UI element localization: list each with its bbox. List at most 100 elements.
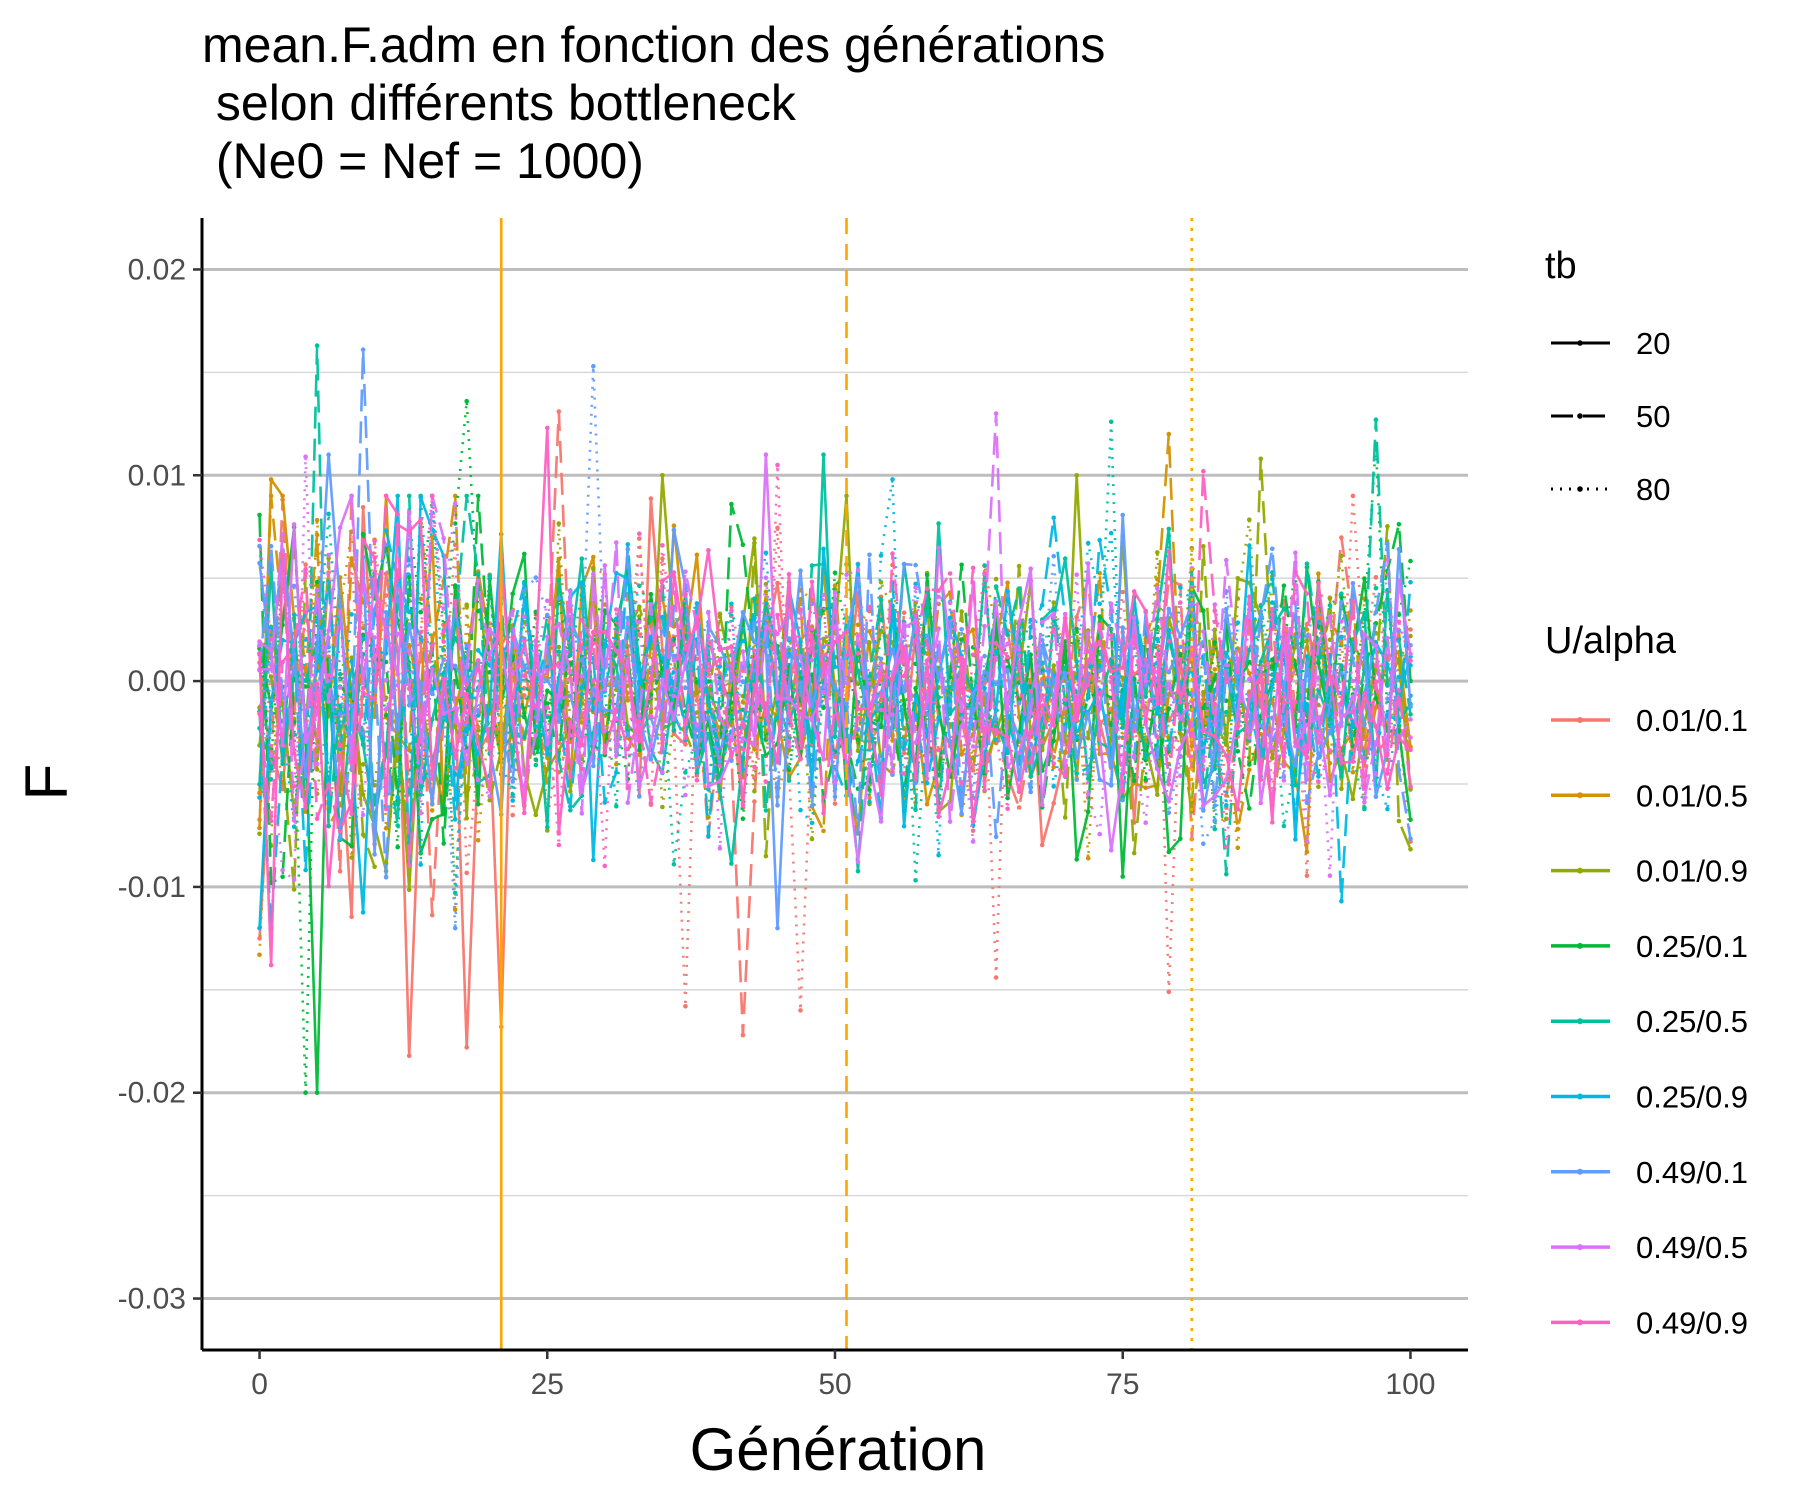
data-point	[1131, 728, 1137, 734]
data-point	[763, 550, 769, 556]
data-point	[832, 586, 838, 592]
data-point	[452, 772, 458, 777]
y-tick-label: -0.01	[118, 871, 186, 904]
data-point	[556, 842, 562, 848]
data-point	[579, 674, 585, 679]
data-point	[1143, 719, 1148, 724]
data-point	[936, 588, 941, 593]
series-line	[258, 420, 1412, 895]
data-point	[1258, 609, 1264, 614]
data-point	[326, 673, 331, 678]
data-point	[671, 570, 677, 575]
data-point	[1108, 530, 1114, 536]
data-point	[1281, 699, 1287, 704]
data-point	[268, 674, 274, 680]
data-point	[280, 867, 285, 873]
data-point	[901, 808, 907, 814]
data-point	[763, 779, 769, 785]
data-point	[337, 869, 343, 874]
data-point	[936, 704, 941, 709]
data-point	[326, 801, 331, 806]
data-point	[487, 787, 493, 792]
data-point	[809, 820, 815, 826]
data-point	[1039, 739, 1045, 745]
data-point	[625, 658, 631, 664]
data-point	[809, 803, 815, 809]
data-point	[579, 658, 585, 663]
data-point	[924, 801, 930, 807]
data-point	[924, 780, 930, 786]
data-point	[1396, 546, 1402, 552]
data-point	[1258, 456, 1264, 462]
data-point	[510, 798, 515, 803]
legend-key-point	[1577, 717, 1583, 723]
data-point	[475, 838, 481, 843]
data-point	[1350, 656, 1356, 661]
data-point	[406, 509, 412, 515]
data-point	[982, 570, 987, 576]
data-point	[1373, 740, 1379, 745]
data-point	[855, 681, 861, 687]
data-point	[326, 699, 331, 704]
data-point	[314, 1090, 320, 1095]
data-point	[1201, 689, 1206, 695]
data-point	[648, 714, 654, 719]
data-point	[740, 736, 746, 741]
data-point	[429, 717, 435, 722]
data-point	[337, 602, 343, 607]
data-point	[1143, 777, 1148, 782]
data-point	[268, 711, 274, 716]
data-point	[1224, 816, 1229, 822]
data-point	[1039, 842, 1045, 848]
data-point	[1028, 624, 1033, 630]
data-point	[671, 642, 677, 647]
data-point	[763, 853, 769, 859]
legend-linetype-item: 50	[1551, 399, 1670, 434]
data-point	[257, 642, 262, 648]
data-point	[1120, 625, 1125, 630]
data-point	[1362, 722, 1367, 728]
data-point	[1281, 763, 1287, 769]
data-point	[1293, 837, 1298, 842]
data-point	[924, 633, 930, 639]
data-point	[1028, 789, 1033, 795]
data-point	[936, 594, 941, 600]
data-point	[660, 740, 665, 746]
data-point	[729, 713, 734, 719]
data-point	[844, 493, 849, 499]
data-point	[614, 663, 619, 669]
data-point	[591, 363, 596, 369]
data-point	[1074, 735, 1079, 740]
data-point	[1016, 586, 1022, 591]
data-point	[752, 764, 757, 770]
data-point	[303, 773, 308, 779]
data-point	[855, 859, 861, 865]
data-point	[1362, 799, 1367, 805]
data-point	[867, 604, 872, 610]
data-point	[314, 681, 320, 687]
data-point	[1316, 675, 1321, 680]
data-point	[1235, 620, 1241, 625]
data-point	[1143, 737, 1148, 742]
data-point	[360, 690, 366, 695]
data-point	[1155, 577, 1160, 582]
data-point	[694, 698, 700, 703]
data-point	[406, 703, 412, 708]
data-point	[1155, 766, 1160, 772]
data-point	[660, 648, 665, 653]
data-point	[268, 493, 274, 499]
data-point	[1224, 803, 1229, 808]
data-point	[729, 644, 734, 649]
data-point	[1028, 760, 1033, 765]
data-point	[706, 634, 711, 639]
data-point	[452, 765, 458, 771]
data-point	[441, 841, 447, 846]
data-point	[1085, 767, 1091, 773]
data-point	[372, 696, 377, 701]
data-point	[1293, 763, 1298, 768]
data-point	[1396, 818, 1402, 824]
data-point	[706, 548, 711, 553]
data-point	[1166, 706, 1172, 711]
data-point	[729, 501, 734, 507]
